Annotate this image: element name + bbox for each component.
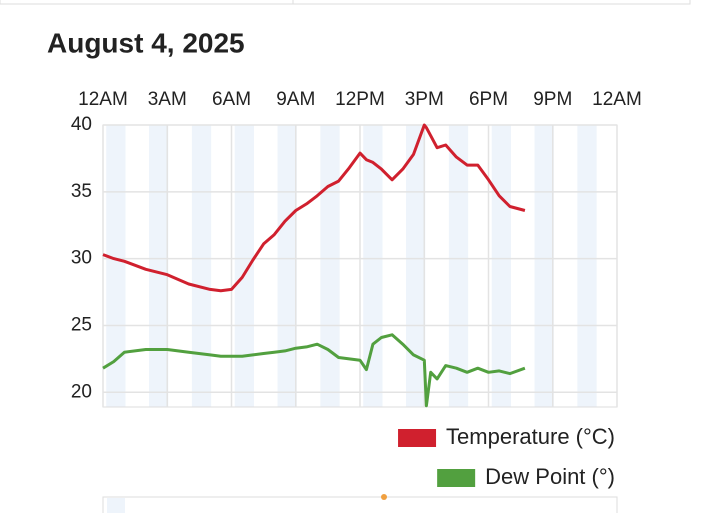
x-tick-label: 3AM bbox=[148, 89, 187, 110]
series-line bbox=[102, 333, 526, 408]
stripe bbox=[320, 125, 340, 407]
y-tick-label: 35 bbox=[71, 181, 92, 202]
marker bbox=[381, 494, 387, 500]
legend-swatch bbox=[437, 469, 476, 487]
x-tick-label: 9PM bbox=[533, 89, 572, 110]
legend-label: Temperature (°C) bbox=[446, 424, 615, 449]
next-chart bbox=[102, 496, 618, 513]
x-tick-label: 3PM bbox=[405, 89, 444, 110]
stripe bbox=[363, 125, 383, 407]
x-tick-label: 12AM bbox=[78, 89, 128, 110]
x-tick-label: 12PM bbox=[335, 89, 385, 110]
stripe bbox=[277, 125, 297, 407]
stripe bbox=[577, 125, 597, 407]
stripes bbox=[106, 125, 597, 407]
stripe bbox=[149, 125, 169, 407]
stripe bbox=[448, 125, 469, 407]
x-tick-label: 6PM bbox=[469, 89, 508, 110]
y-tick-label: 40 bbox=[71, 114, 92, 135]
stripe bbox=[106, 125, 126, 407]
stripe bbox=[491, 125, 511, 407]
stripe bbox=[191, 125, 212, 407]
y-tick-label: 20 bbox=[71, 381, 92, 402]
y-tick-label: 30 bbox=[71, 248, 92, 269]
x-tick-label: 12AM bbox=[592, 89, 642, 110]
stripe bbox=[107, 498, 125, 513]
stripe bbox=[234, 125, 254, 407]
x-tick-label: 9AM bbox=[276, 89, 315, 110]
chart-title: August 4, 2025 bbox=[47, 27, 245, 58]
stripe bbox=[406, 125, 426, 407]
y-tick-label: 25 bbox=[71, 314, 92, 335]
stripe bbox=[534, 125, 554, 407]
x-tick-label: 6AM bbox=[212, 89, 251, 110]
series-line bbox=[102, 123, 526, 293]
legend-label: Dew Point (°) bbox=[485, 464, 615, 489]
legend-swatch bbox=[398, 429, 437, 447]
top-strip bbox=[0, 0, 691, 5]
